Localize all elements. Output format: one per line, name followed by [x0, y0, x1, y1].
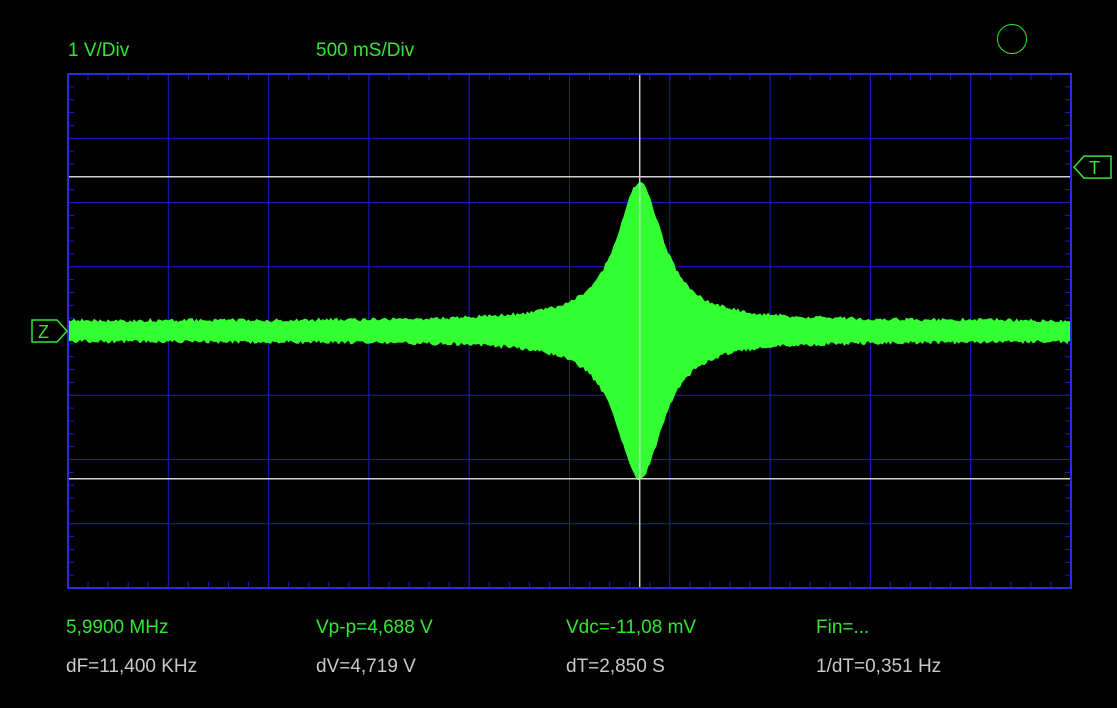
delta-v-readout: dV=4,719 V [316, 656, 416, 677]
volts-per-div-label: 1 V/Div [68, 40, 130, 61]
vpp-readout: Vp-p=4,688 V [316, 617, 433, 638]
zero-level-marker-label: Z [38, 322, 49, 342]
zero-level-marker-icon[interactable] [31, 319, 69, 343]
level-markers[interactable]: ZT [31, 155, 1112, 343]
measurement-cursors[interactable] [68, 74, 1071, 588]
inverse-dt-readout: 1/dT=0,351 Hz [816, 656, 942, 677]
delta-t-readout: dT=2,850 S [566, 656, 665, 677]
delta-f-readout: dF=11,400 KHz [66, 656, 198, 677]
fin-readout: Fin=... [816, 617, 870, 638]
frequency-readout: 5,9900 MHz [66, 617, 169, 638]
trigger-level-marker-icon[interactable] [1072, 155, 1112, 179]
status-indicator-icon[interactable] [997, 24, 1027, 54]
trigger-level-marker-label: T [1089, 158, 1100, 178]
vdc-readout: Vdc=-11,08 mV [566, 617, 697, 638]
time-per-div-label: 500 mS/Div [316, 40, 415, 61]
